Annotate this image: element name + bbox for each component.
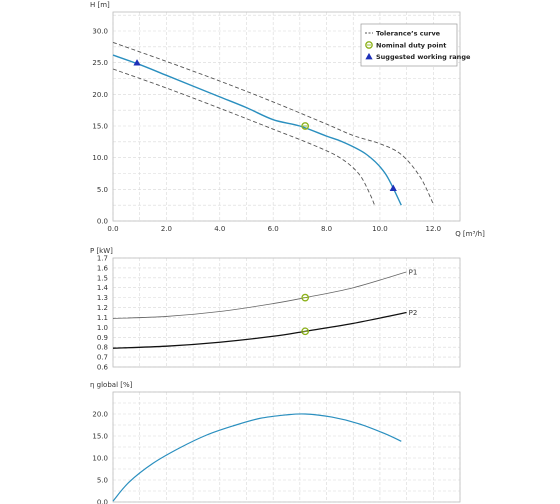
panel-power: 0.6 0.7 0.8 0.9 1.0 1.1 1.2 1.3 1.4 1.5 1.61.7P [k… <box>90 247 461 372</box>
y-tick-label: 10.0 <box>92 455 108 463</box>
series-label-p1: P1 <box>409 268 418 276</box>
y-tick-label: 25.0 <box>92 59 108 67</box>
y-tick-label: 0.6 <box>97 364 109 372</box>
y-tick-label: 1.5 <box>97 274 108 282</box>
plot-border <box>112 257 461 368</box>
y-tick-label: 0.9 <box>97 334 108 342</box>
nominal-duty-point <box>301 122 310 130</box>
x-tick-label: 0.0 <box>107 225 118 233</box>
y-tick-label: 10.0 <box>92 154 108 162</box>
efficiency-curve <box>112 413 402 502</box>
y-axis-label: η global [%] <box>90 381 133 389</box>
tolerance-curve-upper <box>112 41 434 205</box>
plot-border <box>112 391 461 503</box>
legend-duty-label: Nominal duty point <box>376 42 446 50</box>
power-curve-p1 <box>112 271 407 319</box>
plot-border <box>112 11 461 222</box>
y-tick-label: 5.0 <box>97 186 108 194</box>
working-range-marker <box>133 59 141 66</box>
y-tick-label: 30.0 <box>92 28 108 36</box>
working-range-marker <box>389 184 397 191</box>
x-tick-label: 4.0 <box>214 225 225 233</box>
tolerance-curve-lower <box>112 68 375 206</box>
plot-area <box>113 258 460 367</box>
y-tick-label: 20.0 <box>92 91 108 99</box>
y-tick-label: 5.0 <box>97 477 108 485</box>
y-tick-label: 20.0 <box>92 411 108 419</box>
x-tick-label: 12.0 <box>426 225 442 233</box>
legend-duty-swatch <box>365 41 373 49</box>
x-tick-label: 2.0 <box>161 225 172 233</box>
legend-range-label: Suggested working range <box>376 53 471 61</box>
x-axis-label: Q [m³/h] <box>455 230 485 238</box>
y-tick-label: 0.8 <box>97 344 108 352</box>
y-tick-label: 1.3 <box>97 294 108 302</box>
panel-head: 0.0 5.0 10.0 15.0 20.0 25.0 30.0 H [m] 0.0 2.0 4.0… <box>90 1 485 238</box>
y-tick-label: 0.7 <box>97 354 108 362</box>
y-tick-label: 15.0 <box>92 123 108 131</box>
power-duty-point <box>301 293 310 302</box>
series-label-p2: P2 <box>409 309 418 317</box>
y-axis-label: H [m] <box>90 1 110 9</box>
x-tick-label: 10.0 <box>372 225 388 233</box>
y-tick-label: 15.0 <box>92 433 108 441</box>
head-curve <box>112 54 402 206</box>
y-tick-label: 0.0 <box>97 499 108 504</box>
power-duty-point <box>301 327 310 336</box>
x-tick-label: 8.0 <box>321 225 332 233</box>
power-curve-p2 <box>112 311 407 349</box>
y-tick-label: 1.6 <box>97 264 109 272</box>
y-tick-label: 1.7 <box>97 255 108 263</box>
legend: Tolerance’s curve Nominal duty point Sugge… <box>360 23 471 67</box>
legend-tolerance-label: Tolerance’s curve <box>376 30 441 38</box>
legend-range-swatch <box>365 52 373 60</box>
y-tick-label: 1.2 <box>97 304 108 312</box>
y-axis-label: P [kW] <box>90 247 113 255</box>
x-tick-label: 6.0 <box>268 225 279 233</box>
y-tick-label: 0.0 <box>97 218 108 226</box>
y-tick-label: 1.4 <box>97 284 109 292</box>
y-tick-label: 1.1 <box>97 314 108 322</box>
y-tick-label: 1.0 <box>97 324 108 332</box>
legend-box <box>360 23 458 67</box>
panel-efficiency: 0.0 5.0 10.0 15.0 20.0 η global [%] <box>90 381 461 504</box>
